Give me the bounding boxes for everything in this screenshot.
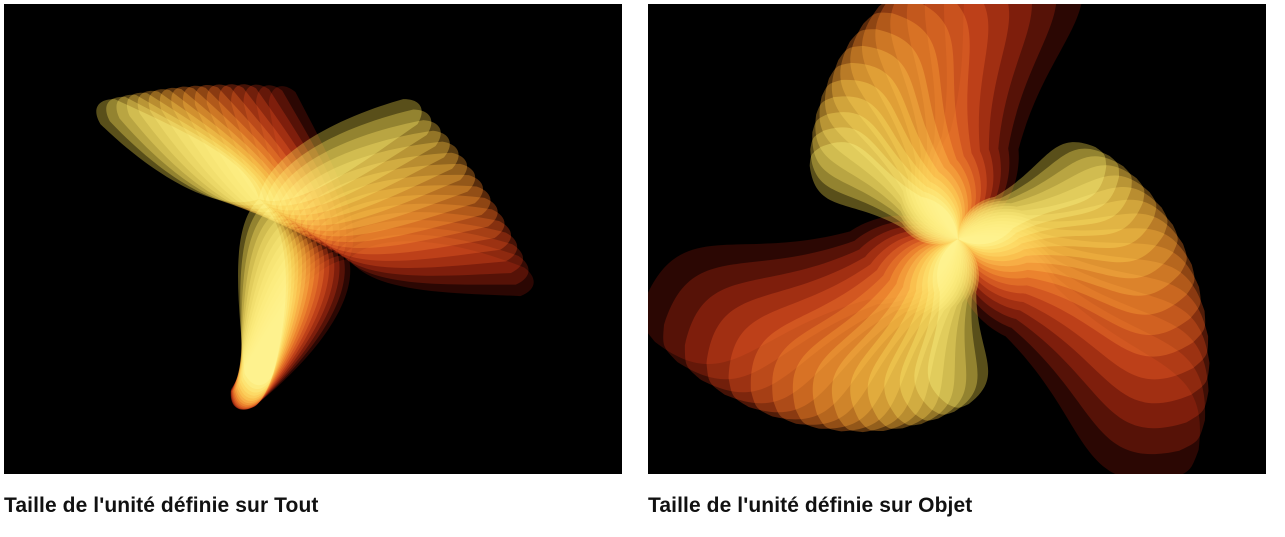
burst-graphic	[4, 4, 622, 474]
caption-unit-size-all: Taille de l'unité définie sur Tout	[4, 494, 622, 518]
comparison-figure: Taille de l'unité définie sur Tout Taill…	[0, 0, 1285, 528]
panel-unit-size-all: Taille de l'unité définie sur Tout	[4, 4, 622, 518]
caption-unit-size-object: Taille de l'unité définie sur Objet	[648, 494, 1266, 518]
canvas-unit-size-object	[648, 4, 1266, 474]
panel-unit-size-object: Taille de l'unité définie sur Objet	[648, 4, 1266, 518]
canvas-unit-size-all	[4, 4, 622, 474]
burst-graphic	[648, 4, 1266, 474]
